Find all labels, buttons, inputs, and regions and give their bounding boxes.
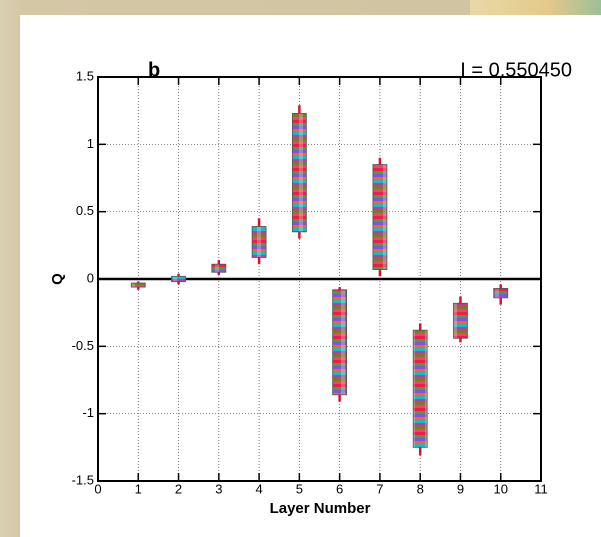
x-tick-label: 9 [457, 481, 464, 496]
y-tick-label: 0.5 [76, 203, 94, 218]
x-tick-label: 11 [534, 481, 548, 496]
y-tick-label: -1 [82, 405, 94, 420]
range-box [130, 282, 146, 288]
x-tick-label: 2 [175, 481, 182, 496]
range-box [171, 275, 186, 283]
y-tick-label: -1.5 [72, 472, 94, 487]
panel [20, 15, 601, 537]
x-tick-label: 8 [417, 481, 424, 496]
y-axis-label: Q [49, 273, 66, 285]
x-tick-label: 3 [215, 481, 222, 496]
range-box [493, 288, 509, 299]
x-tick-label: 1 [135, 481, 142, 496]
range-box [251, 226, 267, 258]
x-tick-label: 0 [94, 481, 101, 496]
x-tick-label: 6 [336, 481, 343, 496]
range-box [372, 164, 388, 270]
x-axis-label: Layer Number [270, 500, 371, 517]
panel-label: b [148, 59, 160, 81]
annotation: I = 0.550450 [460, 59, 572, 81]
x-tick-label: 4 [255, 481, 262, 496]
range-box [332, 289, 348, 396]
background-decoration [470, 0, 601, 16]
y-tick-label: 1.5 [76, 68, 94, 83]
range-box [291, 112, 307, 233]
x-tick-label: 7 [376, 481, 383, 496]
x-tick-label: 5 [296, 481, 303, 496]
y-tick-label: 1 [87, 136, 94, 151]
y-tick-label: -0.5 [72, 338, 94, 353]
range-box [453, 302, 468, 339]
y-tick-label: 0 [87, 270, 94, 285]
x-tick-label: 10 [493, 481, 507, 496]
range-box [211, 263, 227, 273]
range-box [412, 329, 428, 448]
